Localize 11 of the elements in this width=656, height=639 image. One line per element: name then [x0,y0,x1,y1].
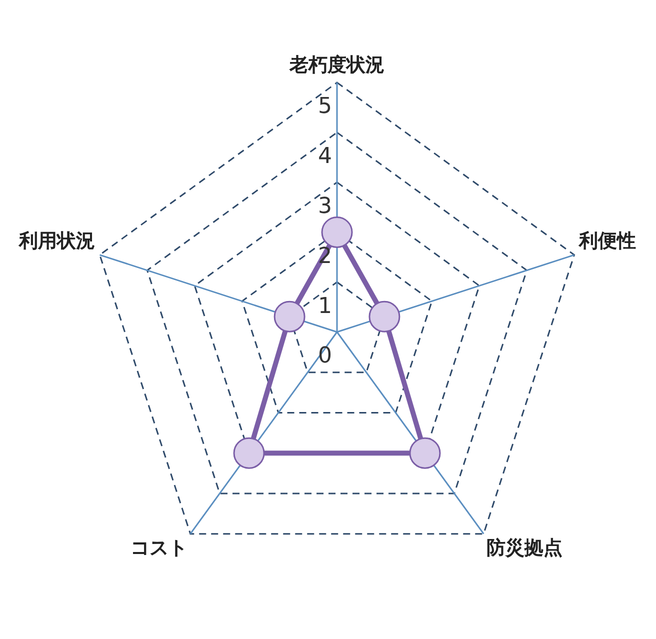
y-tick-label: 4 [318,144,332,170]
spoke-label: 利便性 [578,230,636,252]
y-tick-label: 0 [318,344,332,369]
spoke-label: コスト [130,537,188,560]
y-tick-label: 2 [318,244,332,269]
y-tick-label: 3 [318,194,332,219]
y-tick-label: 5 [318,94,332,120]
spoke-label: 防災拠点 [486,537,563,560]
spoke-label: 利用状況 [18,230,95,252]
spoke-label: 老朽度状況 [288,54,384,76]
y-tick-label: 1 [318,294,332,319]
